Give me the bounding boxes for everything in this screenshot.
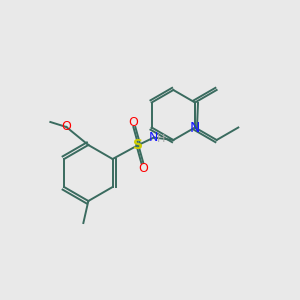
Text: N: N [190, 121, 200, 134]
Text: H: H [157, 134, 165, 145]
Text: O: O [138, 161, 148, 175]
Text: O: O [61, 119, 71, 133]
Text: O: O [128, 116, 138, 128]
Text: N: N [149, 131, 158, 144]
Text: S: S [133, 138, 143, 152]
